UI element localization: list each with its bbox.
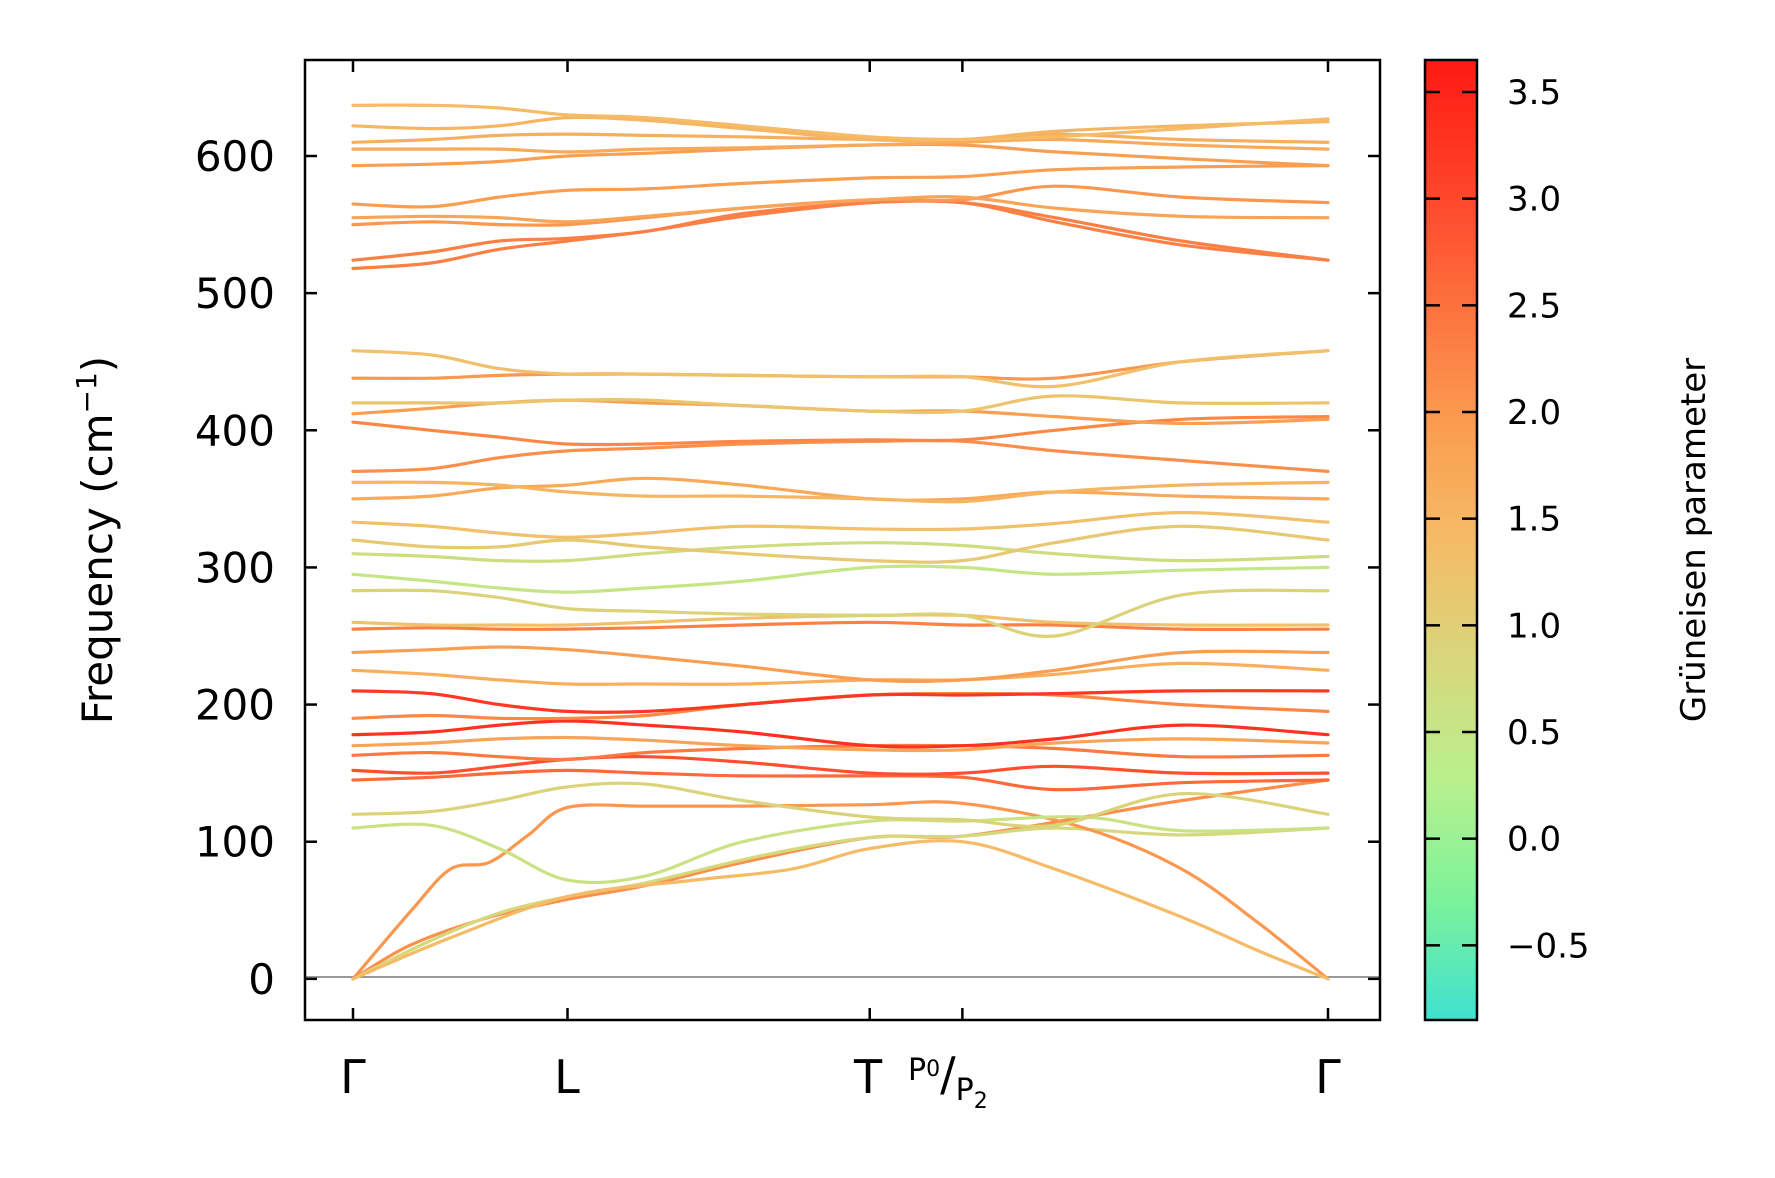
- band-acoustic-1: [351, 778, 1330, 981]
- band-optic-120: [351, 781, 1330, 829]
- band-optic-260: [351, 613, 1330, 627]
- band-acoustic-4: [351, 839, 1330, 981]
- band-optic-163: [351, 743, 1330, 762]
- band-optic-255: [351, 620, 1330, 632]
- x-axis-ticks: [351, 60, 1330, 1020]
- y-axis-title-sup: −1: [70, 372, 103, 413]
- y-tick-label-400: 400: [195, 406, 275, 455]
- band-optic-170: [351, 735, 1330, 753]
- y-tick-label-300: 300: [195, 543, 275, 592]
- band-optic-555: [351, 195, 1330, 224]
- colorbar-tick-label-0: 0.0: [1507, 820, 1561, 860]
- colorbar-ticks: 3.5 3.0 2.5 2.0 1.5 1.0 0.5 0.0 −0.5: [1425, 73, 1590, 966]
- plot-area: 0 100 200 300 400 500 600: [195, 58, 1382, 1022]
- band-optic-310: [351, 541, 1330, 563]
- phonon-bands: [351, 103, 1330, 981]
- colorbar-frame: [1423, 58, 1479, 1022]
- y-axis-title: Frequency (cm−1): [70, 356, 123, 724]
- colorbar-tick-label-1: 1.0: [1507, 606, 1561, 646]
- band-optic-320: [351, 524, 1330, 564]
- kpoint-label-gamma-start: Γ: [340, 1050, 366, 1104]
- y-tick-label-100: 100: [195, 818, 275, 867]
- band-optic-333: [351, 510, 1330, 539]
- colorbar-tick-label-2.5: 2.5: [1507, 286, 1561, 326]
- band-optic-110: [351, 815, 1330, 885]
- plot-frame: [303, 58, 1382, 1022]
- band-optic-520: [351, 198, 1330, 271]
- band-optic-622: [351, 115, 1330, 143]
- colorbar-title: Grüneisen parameter: [1674, 358, 1714, 722]
- y-axis-title-main: Frequency (cm: [73, 413, 122, 724]
- colorbar-gradient: [1425, 60, 1477, 1020]
- kpoint-label-l: L: [554, 1050, 580, 1104]
- band-optic-405: [351, 415, 1330, 447]
- band-optic-420: [351, 394, 1330, 415]
- band-optic-145: [351, 768, 1330, 792]
- band-optic-210: [351, 689, 1330, 714]
- band-optic-295: [351, 564, 1330, 594]
- colorbar-tick-label--0.5: −0.5: [1507, 926, 1590, 966]
- y-tick-label-600: 600: [195, 132, 275, 181]
- band-optic-370: [351, 438, 1330, 473]
- band-optic-605: [351, 137, 1330, 154]
- band-acoustic-3: [351, 800, 1330, 981]
- band-acoustic-2: [351, 826, 1330, 981]
- band-optic-565: [351, 164, 1330, 209]
- kpoint-label-p0-p2: P0/P2: [908, 1047, 988, 1114]
- band-optic-350: [351, 476, 1330, 502]
- band-optic-280: [351, 588, 1330, 638]
- band-optic-438: [351, 349, 1330, 381]
- band-optic-525: [351, 199, 1330, 262]
- colorbar-tick-label-3.5: 3.5: [1507, 73, 1561, 113]
- colorbar-tick-label-1.5: 1.5: [1507, 500, 1561, 540]
- y-axis-ticks: 0 100 200 300 400 500 600: [195, 132, 1380, 1004]
- kpoint-label-t: T: [853, 1050, 883, 1104]
- band-optic-610: [351, 132, 1330, 144]
- band-optic-362: [351, 480, 1330, 504]
- y-axis-title-suffix: ): [73, 356, 122, 372]
- colorbar-tick-label-3: 3.0: [1507, 180, 1561, 220]
- kpoint-label-gamma-end: Γ: [1315, 1050, 1341, 1104]
- kpoint-labels: Γ L T P0/P2 Γ: [340, 1047, 1341, 1114]
- y-tick-label-200: 200: [195, 681, 275, 730]
- colorbar: 3.5 3.0 2.5 2.0 1.5 1.0 0.5 0.0 −0.5 Grüneisen p…: [1423, 58, 1714, 1022]
- band-optic-220: [351, 661, 1330, 686]
- band-optic-152: [351, 755, 1330, 776]
- band-optic-178: [351, 719, 1330, 749]
- colorbar-tick-label-2: 2.0: [1507, 393, 1561, 433]
- band-optic-238: [351, 645, 1330, 683]
- y-tick-label-0: 0: [248, 955, 275, 1004]
- colorbar-tick-label-0.5: 0.5: [1507, 713, 1561, 753]
- band-optic-458: [351, 349, 1330, 389]
- y-tick-label-500: 500: [195, 269, 275, 318]
- band-optic-637: [351, 103, 1330, 142]
